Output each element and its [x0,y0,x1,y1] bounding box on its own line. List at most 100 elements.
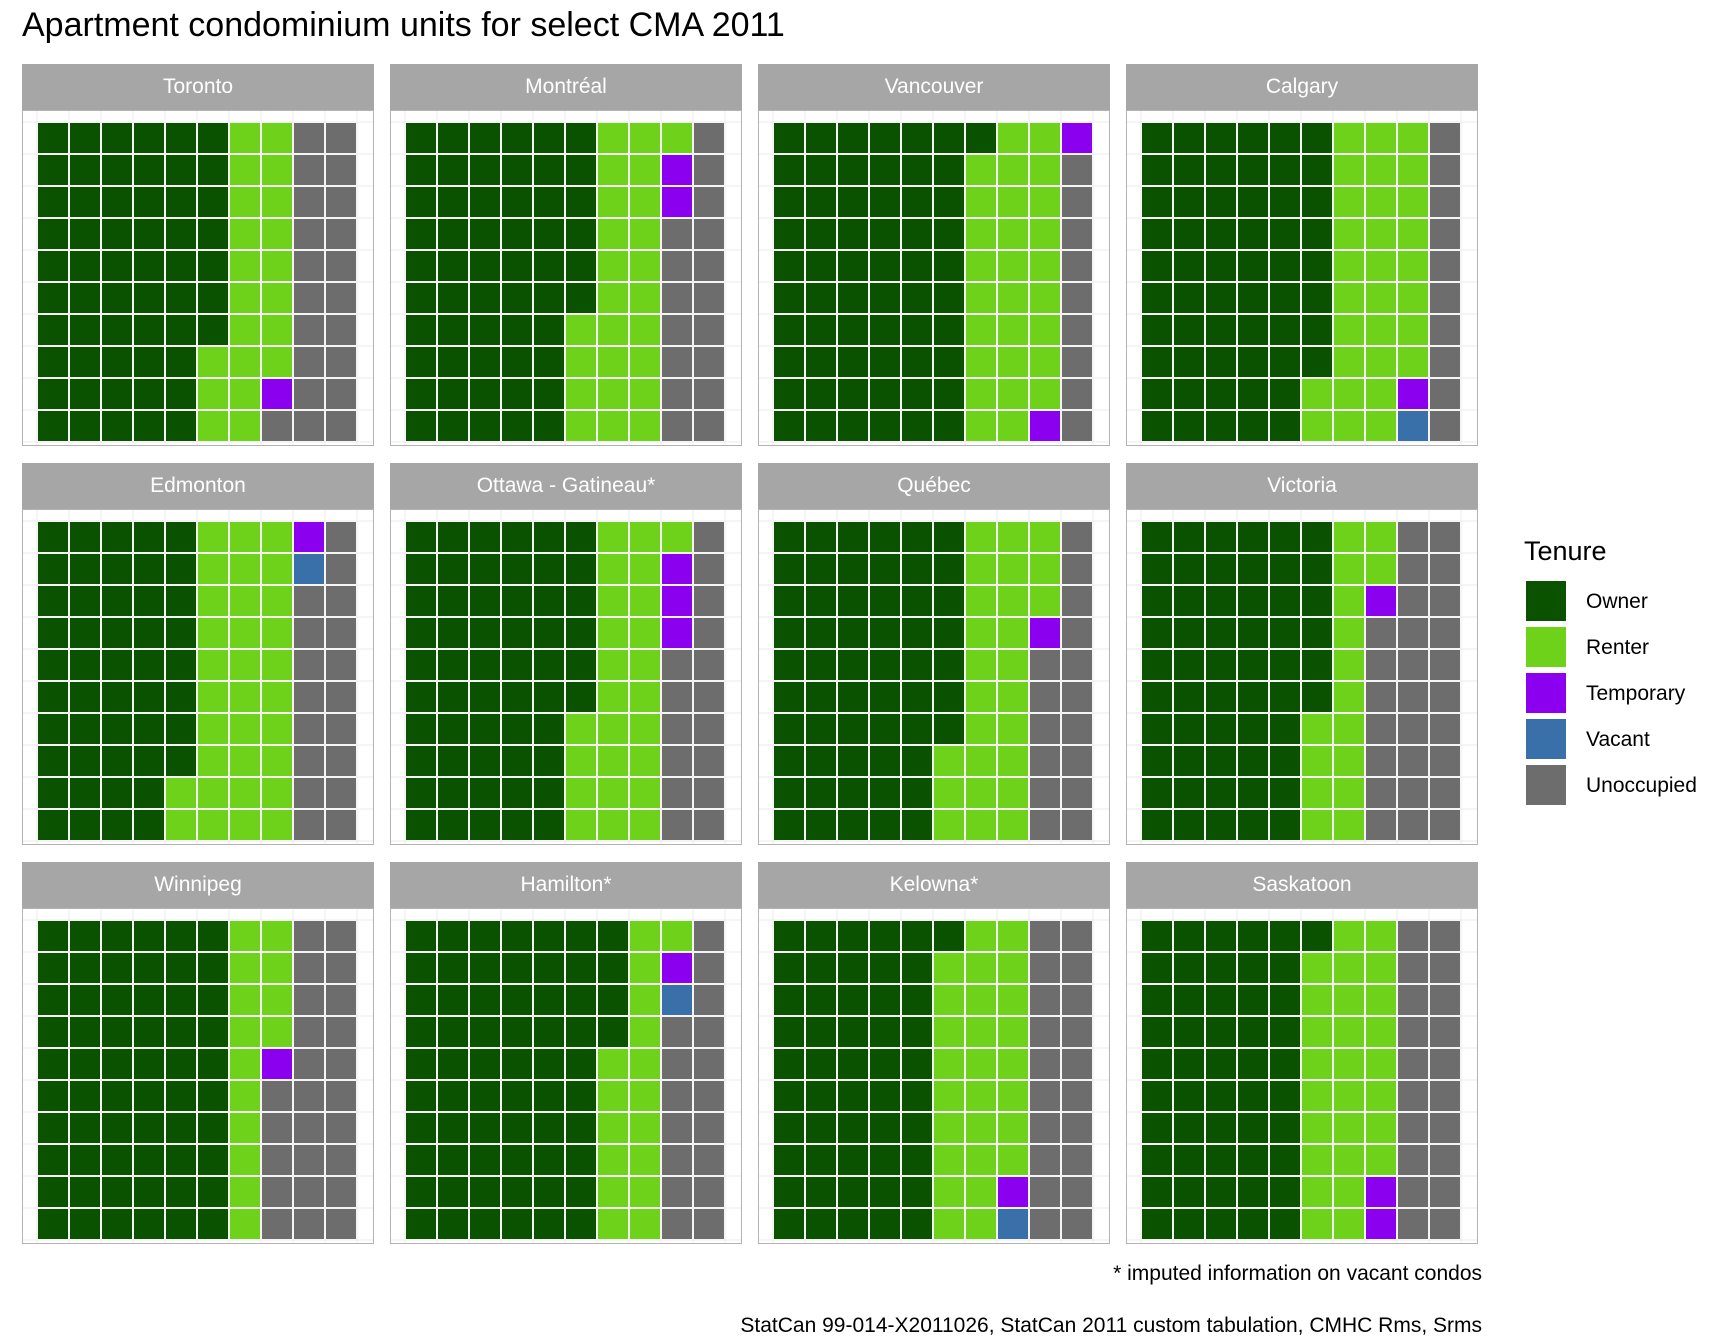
waffle-plot-area [758,908,1110,1244]
waffle-square-owner [806,1017,836,1047]
waffle-square-owner [1206,155,1236,185]
waffle-square-unoccupied [1430,315,1460,345]
waffle-square-owner [1142,411,1172,441]
waffle-square-owner [70,953,100,983]
waffle-square-owner [70,1145,100,1175]
waffle-square-owner [1270,522,1300,552]
waffle-square-owner [470,746,500,776]
waffle-plot-area [1126,908,1478,1244]
waffle-square-renter [630,315,660,345]
waffle-square-renter [1302,953,1332,983]
waffle-square-owner [1270,1081,1300,1111]
waffle-square-owner [534,411,564,441]
waffle-square-unoccupied [1398,586,1428,616]
waffle-square-renter [262,123,292,153]
facet-panel-winnipeg: Winnipeg [22,862,374,1244]
waffle-square-owner [838,187,868,217]
facet-panel-montreal: Montréal [390,64,742,446]
waffle-square-temporary [662,187,692,217]
waffle-square-owner [70,123,100,153]
waffle-square-owner [70,411,100,441]
waffle-square-renter [1366,1049,1396,1079]
waffle-square-unoccupied [1430,1145,1460,1175]
waffle-square-owner [406,1113,436,1143]
waffle-square-vacant [662,985,692,1015]
waffle-square-owner [902,283,932,313]
waffle-square-owner [838,1113,868,1143]
waffle-square-renter [966,1113,996,1143]
waffle-square-owner [502,347,532,377]
waffle-square-owner [1270,778,1300,808]
waffle-square-unoccupied [294,1209,324,1239]
waffle-square-unoccupied [1030,1177,1060,1207]
waffle-square-owner [1142,554,1172,584]
waffle-square-owner [502,810,532,840]
waffle-square-owner [134,522,164,552]
waffle-square-owner [1206,1113,1236,1143]
waffle-square-renter [1334,283,1364,313]
waffle-square-owner [38,522,68,552]
waffle-square-unoccupied [1398,714,1428,744]
waffle-square-owner [1142,123,1172,153]
waffle-square-owner [1206,618,1236,648]
waffle-square-owner [902,219,932,249]
waffle-square-owner [534,315,564,345]
waffle-square-vacant [294,554,324,584]
waffle-square-unoccupied [694,347,724,377]
waffle-square-owner [870,618,900,648]
waffle-square-owner [102,1209,132,1239]
waffle-svg [391,111,741,445]
waffle-square-unoccupied [326,1049,356,1079]
waffle-square-owner [902,1209,932,1239]
waffle-square-renter [934,1209,964,1239]
waffle-plot-area [390,509,742,845]
waffle-square-renter [598,283,628,313]
waffle-square-owner [1206,554,1236,584]
waffle-square-owner [102,522,132,552]
waffle-square-renter [198,650,228,680]
waffle-square-renter [630,347,660,377]
waffle-square-renter [230,1017,260,1047]
waffle-square-owner [774,714,804,744]
legend-label-owner: Owner [1586,590,1648,613]
waffle-square-renter [630,187,660,217]
waffle-square-owner [1174,810,1204,840]
waffle-square-unoccupied [294,1177,324,1207]
waffle-square-owner [1142,810,1172,840]
waffle-square-owner [1206,411,1236,441]
waffle-square-unoccupied [1430,379,1460,409]
waffle-square-owner [598,921,628,951]
waffle-square-unoccupied [1430,1177,1460,1207]
waffle-square-owner [534,283,564,313]
waffle-square-owner [934,251,964,281]
waffle-square-unoccupied [1430,778,1460,808]
waffle-square-owner [38,155,68,185]
waffle-square-owner [838,219,868,249]
waffle-square-owner [870,187,900,217]
waffle-square-owner [774,1145,804,1175]
waffle-square-unoccupied [262,1113,292,1143]
waffle-square-renter [1030,379,1060,409]
waffle-square-owner [438,618,468,648]
waffle-square-owner [566,554,596,584]
waffle-square-owner [502,155,532,185]
waffle-square-renter [630,379,660,409]
waffle-square-owner [566,921,596,951]
waffle-square-owner [166,251,196,281]
waffle-square-renter [262,554,292,584]
waffle-square-owner [166,1113,196,1143]
waffle-square-unoccupied [326,953,356,983]
waffle-square-owner [438,155,468,185]
waffle-square-owner [1270,682,1300,712]
waffle-square-renter [630,522,660,552]
waffle-svg [1127,510,1477,844]
waffle-square-unoccupied [694,746,724,776]
waffle-square-owner [38,746,68,776]
waffle-svg [391,909,741,1243]
waffle-square-owner [534,746,564,776]
waffle-square-renter [230,586,260,616]
waffle-square-owner [406,1049,436,1079]
waffle-square-owner [1142,1017,1172,1047]
waffle-square-owner [502,554,532,584]
waffle-square-owner [134,554,164,584]
